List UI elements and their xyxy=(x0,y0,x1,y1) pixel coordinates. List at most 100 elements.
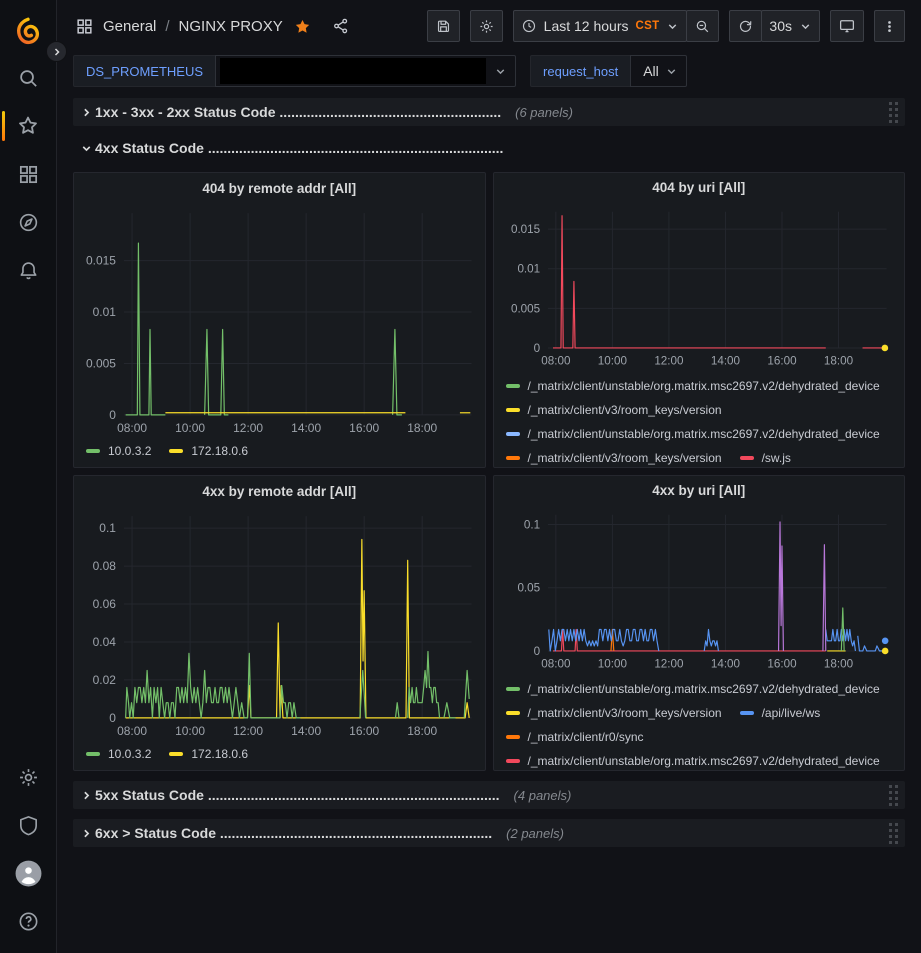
panel-grid: 404 by remote addr [All] 0 0.005 0.01 0.015… xyxy=(73,172,905,771)
help-icon[interactable] xyxy=(0,897,56,945)
timeseries-chart[interactable]: 0 0.005 0.01 0.015 08:00 10:00 12:00 14:00 16:00… xyxy=(494,202,905,369)
legend-series-swatch xyxy=(739,455,754,460)
sidebar-item-server-admin[interactable] xyxy=(0,801,56,849)
save-dashboard-button[interactable] xyxy=(426,10,460,42)
sidebar-item-dashboards[interactable] xyxy=(0,150,56,198)
variable-datasource-label[interactable]: DS_PROMETHEUS xyxy=(73,55,216,87)
sidebar-item-starred[interactable] xyxy=(0,102,56,150)
legend-item[interactable]: 172.18.0.6 xyxy=(169,439,248,463)
panel-4xx-by-remote-addr: 4xx by remote addr [All] 0 0.02 0.04 0.06 0.… xyxy=(73,475,486,771)
apps-grid-icon[interactable] xyxy=(75,17,94,36)
legend-series-swatch xyxy=(739,710,754,715)
legend-item[interactable]: /sw.js xyxy=(739,446,791,467)
svg-text:10:00: 10:00 xyxy=(175,724,205,738)
cycle-view-mode-button[interactable] xyxy=(830,10,864,42)
legend-series-label: /_matrix/client/v3/room_keys/version xyxy=(527,705,722,720)
panel-title[interactable]: 404 by remote addr [All] xyxy=(202,180,357,196)
legend-series-label: 10.0.3.2 xyxy=(108,747,152,761)
request-host-value: All xyxy=(643,63,659,79)
svg-text:12:00: 12:00 xyxy=(654,658,684,671)
legend-item[interactable]: /_matrix/client/unstable/org.matrix.msc2… xyxy=(505,422,880,446)
svg-text:08:00: 08:00 xyxy=(541,658,571,671)
search-icon[interactable] xyxy=(0,54,56,102)
datasource-select[interactable] xyxy=(215,55,517,87)
dashboard-settings-button[interactable] xyxy=(469,10,503,42)
legend-series-swatch xyxy=(505,734,520,739)
favorite-star-icon[interactable] xyxy=(294,18,311,35)
legend-item[interactable]: /_matrix/client/r0/sync xyxy=(505,725,644,749)
legend-item[interactable]: /_matrix/client/unstable/org.matrix.msc2… xyxy=(505,677,880,701)
row-title: 4xx Status Code ........................… xyxy=(95,140,504,156)
timeseries-chart[interactable]: 0 0.02 0.04 0.06 0.08 0.1 08:00 10:00 12:00 14:00… xyxy=(74,506,485,738)
legend-item[interactable]: 172.18.0.6 xyxy=(169,742,248,766)
row-6xx[interactable]: 6xx > Status Code ......................… xyxy=(73,819,905,847)
svg-text:0: 0 xyxy=(109,711,116,725)
user-avatar[interactable] xyxy=(0,849,56,897)
refresh-button[interactable] xyxy=(729,10,763,42)
chevron-right-icon xyxy=(77,106,95,119)
zoom-out-button[interactable] xyxy=(686,10,720,42)
row-4xx[interactable]: 4xx Status Code ........................… xyxy=(73,134,905,162)
legend-item[interactable]: /api/live/ws xyxy=(739,701,820,725)
grafana-logo[interactable] xyxy=(0,8,56,54)
sidebar-item-explore[interactable] xyxy=(0,198,56,246)
legend-item[interactable]: /_matrix/client/unstable/org.matrix.msc2… xyxy=(505,374,880,398)
variables-bar: DS_PROMETHEUS request_host All xyxy=(57,52,921,90)
svg-text:08:00: 08:00 xyxy=(117,421,147,435)
refresh-controls: 30s xyxy=(729,10,820,42)
legend-series-swatch xyxy=(169,449,184,453)
legend-item[interactable]: 10.0.3.2 xyxy=(86,742,151,766)
row-1xx-3xx-2xx[interactable]: 1xx - 3xx - 2xx Status Code ............… xyxy=(73,98,905,126)
chevron-down-icon xyxy=(496,68,505,74)
legend-series-swatch xyxy=(86,752,100,756)
chart-legend: 10.0.3.2 172.18.0.6 xyxy=(74,738,485,766)
dashboard-title[interactable]: NGINX PROXY xyxy=(178,17,283,35)
legend-series-label: /_matrix/client/unstable/org.matrix.msc2… xyxy=(527,753,880,768)
svg-text:18:00: 18:00 xyxy=(407,421,437,435)
row-drag-handle[interactable] xyxy=(888,784,899,806)
legend-item[interactable]: 10.0.3.2 xyxy=(86,439,151,463)
row-drag-handle[interactable] xyxy=(888,822,899,844)
panel-title[interactable]: 4xx by uri [All] xyxy=(652,483,746,499)
dashboard-top-nav: General / NGINX PROXY xyxy=(57,0,921,52)
svg-text:14:00: 14:00 xyxy=(291,421,321,435)
breadcrumb-folder[interactable]: General xyxy=(103,17,157,35)
svg-text:0.08: 0.08 xyxy=(93,559,117,573)
request-host-select[interactable]: All xyxy=(630,55,687,87)
svg-text:0.015: 0.015 xyxy=(510,223,539,236)
refresh-interval-label: 30s xyxy=(769,18,792,34)
svg-text:12:00: 12:00 xyxy=(654,355,684,368)
time-controls: Last 12 hours CST xyxy=(512,10,720,42)
panel-404-by-uri: 404 by uri [All] 0 0.005 0.01 0.015 08:00 10:… xyxy=(492,172,905,468)
refresh-interval-dropdown[interactable]: 30s xyxy=(761,10,820,42)
panel-title[interactable]: 4xx by remote addr [All] xyxy=(202,483,357,499)
panel-404-by-remote-addr: 404 by remote addr [All] 0 0.005 0.01 0.015… xyxy=(73,172,486,468)
timeseries-chart[interactable]: 0 0.005 0.01 0.015 08:00 10:00 12:00 14:00 16:00… xyxy=(74,203,485,435)
legend-item[interactable]: /_matrix/client/v3/room_keys/version xyxy=(505,398,722,422)
svg-text:0.005: 0.005 xyxy=(510,302,539,315)
svg-text:0.06: 0.06 xyxy=(93,597,117,611)
panel-title[interactable]: 404 by uri [All] xyxy=(652,180,746,196)
sidebar-expand-button[interactable] xyxy=(46,41,67,62)
svg-text:0: 0 xyxy=(109,408,116,422)
variable-request-host-label[interactable]: request_host xyxy=(530,55,631,87)
sidebar-item-configuration[interactable] xyxy=(0,753,56,801)
legend-series-swatch xyxy=(505,407,520,412)
legend-series-swatch xyxy=(86,449,100,453)
row-drag-handle[interactable] xyxy=(888,101,899,123)
kebab-menu-button[interactable] xyxy=(874,10,905,42)
row-title: 6xx > Status Code ......................… xyxy=(95,825,493,841)
svg-text:0.01: 0.01 xyxy=(517,263,540,276)
chevron-down-icon xyxy=(667,68,676,74)
legend-series-swatch xyxy=(505,686,520,691)
legend-item[interactable]: /_matrix/client/unstable/org.matrix.msc2… xyxy=(505,749,880,770)
share-icon[interactable] xyxy=(332,17,350,35)
legend-item[interactable]: /_matrix/client/v3/room_keys/version xyxy=(505,446,722,467)
sidebar-item-alerting[interactable] xyxy=(0,246,56,294)
legend-item[interactable]: /_matrix/client/v3/room_keys/version xyxy=(505,701,722,725)
timeseries-chart[interactable]: 0 0.05 0.1 08:00 10:00 12:00 14:00 16:00 18:00 xyxy=(494,505,905,672)
time-range-picker[interactable]: Last 12 hours CST xyxy=(512,10,688,42)
row-5xx[interactable]: 5xx Status Code ........................… xyxy=(73,781,905,809)
svg-text:0.01: 0.01 xyxy=(93,305,117,319)
